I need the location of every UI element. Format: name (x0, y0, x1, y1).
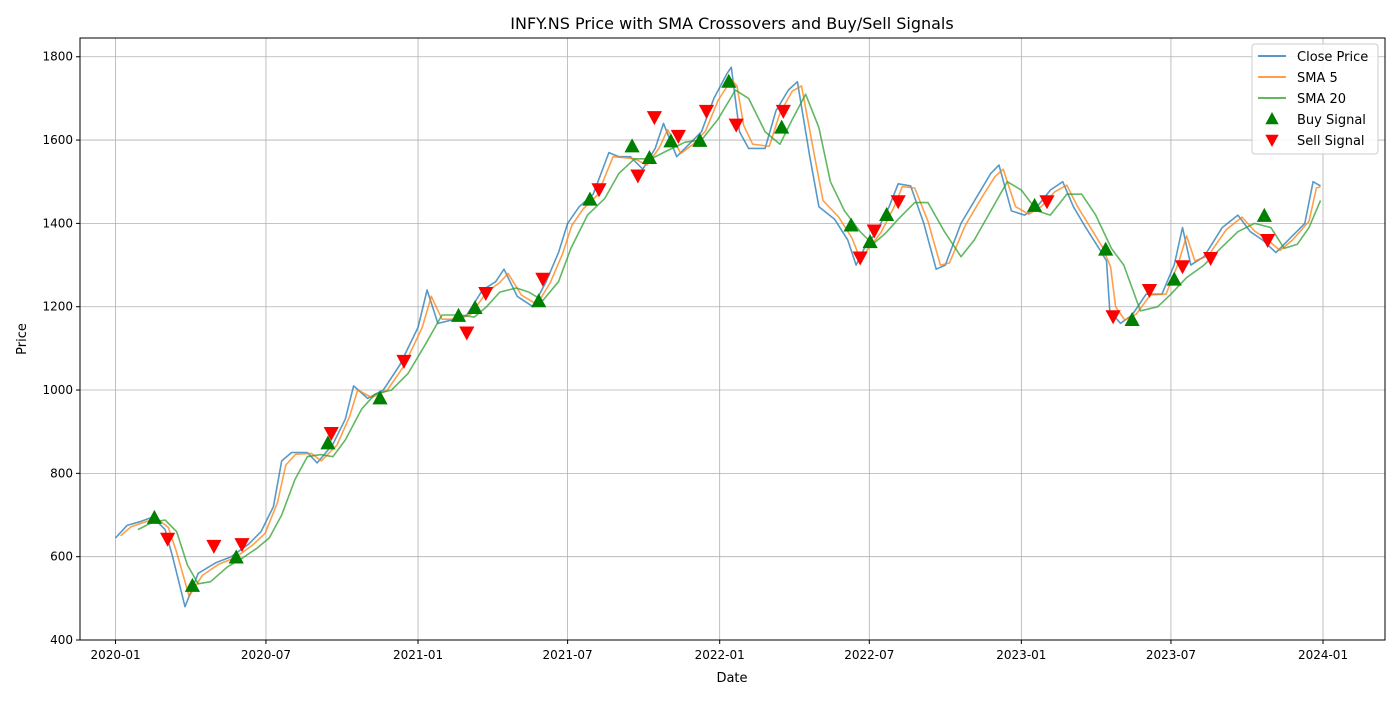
y-tick-label: 800 (50, 466, 73, 480)
buy-signal-marker (692, 132, 708, 147)
x-tick-label: 2021-01 (393, 648, 443, 662)
close-price-line (114, 66, 1321, 608)
buy-signal-marker (641, 149, 658, 164)
chart-title: INFY.NS Price with SMA Crossovers and Bu… (510, 14, 953, 33)
buy-signal-marker (721, 73, 737, 88)
x-tick-label: 2023-07 (1146, 648, 1196, 662)
y-tick-label: 1800 (42, 50, 73, 64)
buy-signal-marker (320, 435, 336, 450)
sell-signal-marker (459, 326, 475, 341)
legend-sell-marker (1265, 134, 1279, 147)
sell-signal-marker (1105, 310, 1121, 325)
y-tick-label: 1200 (42, 300, 73, 314)
sell-signal-marker (728, 118, 744, 133)
sell-signal-marker (535, 272, 551, 287)
legend-label: SMA 5 (1297, 71, 1338, 86)
sell-signal-marker (396, 354, 412, 369)
y-tick-label: 1600 (42, 133, 73, 147)
x-tick-label: 2023-01 (996, 648, 1046, 662)
x-tick-label: 2020-01 (90, 648, 140, 662)
sma-5-line (119, 78, 1321, 598)
buy-signal-marker (663, 133, 679, 148)
legend: Close Price SMA 5 SMA 20 Buy Signal Sell Sig… (1251, 43, 1379, 155)
sell-signal-marker (866, 224, 882, 239)
x-tick-label: 2022-01 (695, 648, 745, 662)
x-tick-label: 2022-07 (844, 648, 894, 662)
x-tick-label: 2024-01 (1298, 648, 1348, 662)
sell-signal-marker (646, 111, 662, 126)
buy-signal-marker (184, 577, 201, 592)
buy-signal-marker (372, 390, 388, 405)
sell-signal-marker (852, 251, 868, 266)
sell-signal-marker (160, 532, 176, 547)
legend-label: SMA 20 (1297, 92, 1346, 107)
buy-signal-marker (1256, 207, 1272, 222)
sell-signal-marker (478, 286, 494, 301)
sell-signal-marker (630, 169, 646, 184)
signal-markers (146, 73, 1276, 592)
sma-20-line (137, 89, 1322, 585)
y-tick-label: 400 (50, 633, 73, 647)
buy-signal-marker (228, 549, 244, 564)
legend-buy-marker (1265, 112, 1279, 125)
sell-signal-marker (234, 538, 250, 553)
buy-signal-marker (582, 191, 598, 206)
sell-signal-marker (1203, 251, 1219, 266)
y-tick-label: 1000 (42, 383, 73, 397)
buy-signal-marker (531, 293, 547, 308)
legend-box (1251, 43, 1379, 155)
x-axis-ticks: 2020-01 2020-07 2021-01 2021-07 2022-01 2022-… (90, 640, 1348, 662)
buy-signal-marker (1124, 312, 1140, 327)
sell-signal-marker (775, 104, 791, 119)
legend-label: Buy Signal (1297, 113, 1366, 128)
buy-signal-marker (1098, 241, 1114, 256)
x-axis-label: Date (716, 671, 747, 686)
buy-signal-marker (467, 299, 483, 314)
sell-signal-marker (591, 183, 607, 198)
y-tick-label: 600 (50, 550, 73, 564)
buy-signal-marker (450, 307, 467, 322)
sell-signal-marker (698, 104, 715, 119)
buy-signal-marker (1166, 271, 1182, 286)
x-tick-label: 2020-07 (241, 648, 291, 662)
buy-signal-marker (624, 138, 640, 153)
buy-signal-marker (843, 217, 859, 232)
grid (80, 38, 1385, 641)
buy-signal-marker (146, 509, 162, 524)
sell-signal-marker (1174, 260, 1191, 275)
legend-label: Close Price (1297, 50, 1368, 65)
sell-signal-marker (890, 195, 906, 210)
sell-signal-marker (206, 539, 222, 554)
y-axis-ticks: 400 600 800 1000 1200 1400 1600 1800 (42, 50, 80, 647)
sell-signal-marker (670, 129, 686, 144)
x-tick-label: 2021-07 (543, 648, 593, 662)
y-tick-label: 1400 (42, 216, 73, 230)
sell-signal-marker (1260, 234, 1276, 249)
buy-signal-marker (774, 119, 790, 134)
sell-signal-marker (1141, 284, 1158, 299)
series-lines (114, 66, 1322, 608)
legend-label: Sell Signal (1297, 134, 1365, 149)
buy-signal-marker (1026, 197, 1043, 212)
y-axis-label: Price (15, 323, 30, 355)
plot-frame (79, 37, 1386, 641)
sell-signal-marker (1039, 195, 1055, 210)
buy-signal-marker (879, 207, 895, 222)
buy-signal-marker (862, 234, 878, 249)
sell-signal-marker (323, 426, 339, 441)
